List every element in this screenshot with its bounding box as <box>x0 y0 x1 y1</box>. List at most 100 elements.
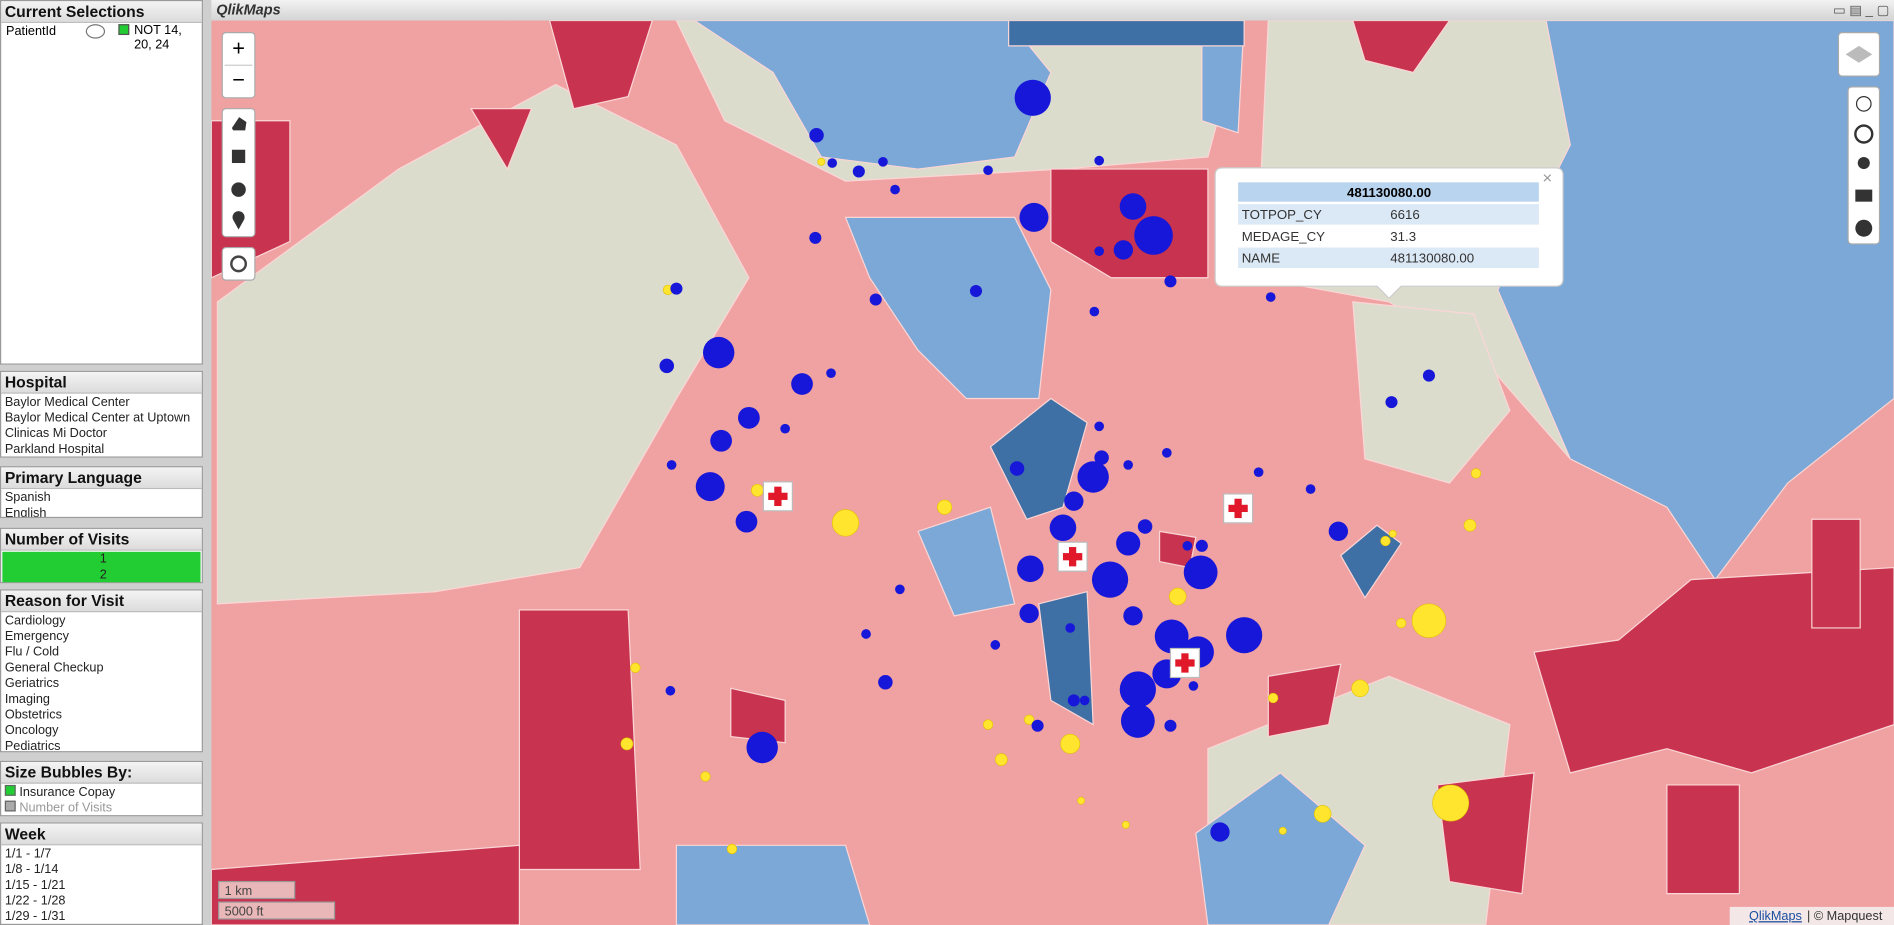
marker-tool[interactable] <box>232 211 245 230</box>
locate-button[interactable] <box>230 255 248 273</box>
export-icon[interactable] <box>1855 219 1873 237</box>
bubble[interactable] <box>1014 79 1051 116</box>
bubble[interactable] <box>1164 275 1177 288</box>
bubble[interactable] <box>1009 461 1025 476</box>
attribution-link[interactable]: QlikMaps <box>1749 909 1802 923</box>
listbox-item[interactable]: 2 <box>2 567 201 583</box>
bubble[interactable] <box>1470 468 1482 479</box>
listbox-item[interactable]: Number of Visits <box>1 800 202 815</box>
bubble[interactable] <box>1168 587 1187 606</box>
tool-icon[interactable] <box>1855 96 1872 112</box>
bubble[interactable] <box>1094 246 1105 257</box>
bubble[interactable] <box>869 293 882 306</box>
listbox-item[interactable]: General Checkup <box>1 661 202 677</box>
bubble[interactable] <box>1031 719 1044 732</box>
map[interactable]: + − 1 km <box>211 20 1894 925</box>
print-icon[interactable] <box>1855 189 1873 202</box>
bubble[interactable] <box>1411 603 1447 638</box>
bubble[interactable] <box>1116 531 1141 556</box>
tool-icon[interactable] <box>1854 124 1874 144</box>
listbox-item[interactable]: 1 <box>2 551 201 568</box>
bubble[interactable] <box>751 483 764 497</box>
listbox-item[interactable]: 1/22 - 1/28 <box>1 894 202 910</box>
bubble[interactable] <box>1064 491 1084 511</box>
bubble[interactable] <box>1161 448 1172 458</box>
listbox-item[interactable]: 1/1 - 1/7 <box>1 847 202 863</box>
bubble[interactable] <box>878 156 888 167</box>
listbox-item[interactable]: Baylor Medical Center <box>1 395 202 411</box>
bubble[interactable] <box>1019 202 1049 232</box>
bubble[interactable] <box>1422 369 1435 382</box>
bubble[interactable] <box>1017 555 1044 583</box>
bubble[interactable] <box>809 128 824 143</box>
bubble[interactable] <box>1380 535 1391 547</box>
bubble[interactable] <box>1137 519 1153 534</box>
bubble[interactable] <box>937 499 953 515</box>
listbox-item[interactable]: 1/29 - 1/31 <box>1 909 202 923</box>
bubble[interactable] <box>726 843 738 855</box>
listbox-item[interactable]: 1/15 - 1/21 <box>1 878 202 894</box>
bubble[interactable] <box>890 184 900 195</box>
listbox-item[interactable]: Insurance Copay <box>1 784 202 801</box>
bubble[interactable] <box>826 368 836 378</box>
tool-icon[interactable] <box>1857 156 1870 170</box>
hospital-marker[interactable] <box>1057 541 1088 572</box>
bubble[interactable] <box>1183 555 1218 590</box>
bubble[interactable] <box>1396 617 1407 629</box>
bubble[interactable] <box>666 460 677 470</box>
bubble[interactable] <box>702 336 735 369</box>
bubble[interactable] <box>1094 450 1109 465</box>
bubble[interactable] <box>1077 796 1085 805</box>
listbox-item[interactable]: Oncology <box>1 723 202 739</box>
listbox-item[interactable]: Emergency <box>1 629 202 645</box>
bubble[interactable] <box>1164 719 1177 732</box>
bubble[interactable] <box>620 737 634 751</box>
listbox-item[interactable]: Clinicas Mi Doctor <box>1 426 202 442</box>
bubble[interactable] <box>1123 606 1143 626</box>
bubble[interactable] <box>1077 461 1109 493</box>
listbox-item[interactable]: Spanish <box>1 490 202 506</box>
bubble[interactable] <box>1019 603 1039 624</box>
bubble[interactable] <box>735 510 758 533</box>
bubble[interactable] <box>1278 826 1287 835</box>
bubble[interactable] <box>1313 805 1332 823</box>
bubble[interactable] <box>817 157 826 166</box>
bubble[interactable] <box>1351 679 1369 698</box>
bubble[interactable] <box>1023 714 1035 725</box>
listbox-item[interactable]: Parkland Hospital <box>1 442 202 456</box>
bubble[interactable] <box>700 771 711 782</box>
bubble[interactable] <box>1065 623 1076 633</box>
bubble[interactable] <box>665 685 676 696</box>
bubble[interactable] <box>630 662 641 673</box>
listbox-item[interactable]: English <box>1 506 202 517</box>
bubble[interactable] <box>791 373 813 395</box>
bubble[interactable] <box>1120 704 1155 738</box>
bubble[interactable] <box>710 429 732 452</box>
bubble[interactable] <box>1123 460 1134 470</box>
bubble[interactable] <box>861 629 871 639</box>
bubble[interactable] <box>1432 784 1470 822</box>
bubble[interactable] <box>1119 193 1147 220</box>
bubble[interactable] <box>670 282 683 295</box>
bubble[interactable] <box>895 584 905 595</box>
bubble[interactable] <box>1210 822 1230 842</box>
bubble[interactable] <box>1305 484 1316 494</box>
bubble[interactable] <box>990 640 1001 650</box>
bubble[interactable] <box>1079 695 1090 706</box>
bubble[interactable] <box>1049 514 1077 542</box>
bubble[interactable] <box>738 406 760 429</box>
bubble[interactable] <box>1328 521 1349 542</box>
bubble[interactable] <box>878 675 893 690</box>
bubble[interactable] <box>809 231 822 244</box>
bubble[interactable] <box>1067 694 1080 707</box>
bubble[interactable] <box>1113 240 1134 260</box>
bubble[interactable] <box>1094 421 1105 432</box>
listbox-item[interactable]: Geriatrics <box>1 676 202 692</box>
hospital-marker[interactable] <box>1169 647 1201 679</box>
bubble[interactable] <box>1134 216 1173 255</box>
bubble[interactable] <box>1195 539 1208 552</box>
search-icon[interactable] <box>85 24 106 39</box>
rectangle-tool[interactable] <box>231 149 246 164</box>
listbox-item[interactable]: Pediatrics <box>1 739 202 751</box>
bubble[interactable] <box>780 423 790 434</box>
